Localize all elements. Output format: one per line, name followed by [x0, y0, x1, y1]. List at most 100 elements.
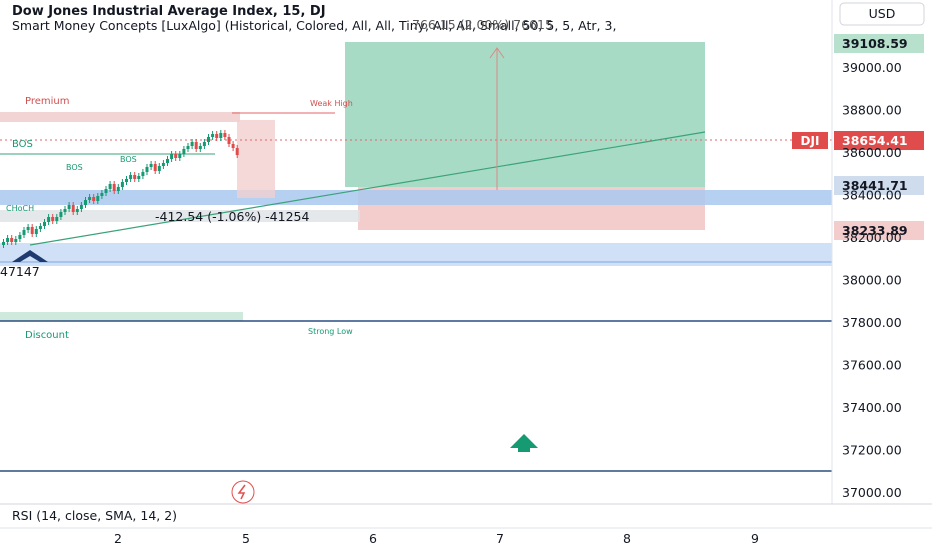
premium-label: Premium — [25, 96, 70, 107]
candle-body — [198, 146, 202, 149]
event-bolt — [237, 484, 246, 500]
price-label-bg — [834, 131, 924, 150]
choch-label: CHoCH — [6, 204, 34, 213]
candle-body — [51, 217, 55, 221]
bos-label: BOS — [120, 155, 137, 164]
candle-body — [207, 137, 210, 142]
measure-box — [237, 120, 275, 198]
discount-zone — [0, 312, 243, 321]
candle-body — [34, 229, 38, 234]
up-arrow-icon — [12, 250, 48, 262]
weak-high-label: Weak High — [310, 99, 353, 108]
candle-body — [67, 205, 71, 209]
candle-body — [43, 222, 46, 226]
candle-body — [116, 187, 120, 191]
up-arrow-icon — [510, 434, 538, 452]
candle-body — [178, 154, 182, 158]
candle-body — [88, 197, 92, 200]
price-label: 38441.71 — [842, 178, 908, 193]
time-tick-label: 5 — [242, 531, 250, 546]
candle-body — [215, 134, 219, 138]
price-tick-label: 37400.00 — [842, 400, 902, 415]
candle-body — [79, 205, 83, 209]
candle-body — [92, 197, 96, 201]
candle-body — [153, 164, 157, 171]
candle-body — [141, 172, 145, 176]
candle-body — [170, 154, 174, 159]
trend-line — [29, 131, 706, 246]
candle-body — [227, 137, 231, 144]
price-tick-label: 37600.00 — [842, 358, 902, 373]
candle-body — [55, 217, 59, 221]
candle-body — [84, 200, 87, 205]
candles — [2, 130, 239, 248]
price-tick-label: 38600.00 — [842, 145, 902, 160]
candle-body — [129, 175, 133, 179]
candle-body — [137, 176, 141, 179]
symbol-label: DJI — [801, 134, 820, 148]
price-label: 39108.59 — [842, 36, 908, 51]
candle-body — [112, 184, 116, 191]
candle-body — [100, 193, 104, 196]
premium-zone — [0, 112, 240, 122]
time-tick-label: 2 — [114, 531, 122, 546]
candle-body — [190, 142, 194, 146]
candle-body — [149, 164, 153, 167]
candle-body — [157, 166, 161, 171]
price-label: 38233.89 — [842, 223, 908, 238]
candle-body — [235, 148, 239, 155]
value-label: 47147 — [0, 264, 40, 279]
candle-body — [59, 212, 63, 217]
candle-body — [30, 227, 34, 234]
candle-body — [104, 189, 108, 193]
measure-label: -412.54 (-1.06%) -41254 — [155, 209, 309, 224]
candle-body — [18, 235, 22, 239]
candle-body — [108, 184, 112, 189]
price-tick-label: 37000.00 — [842, 485, 902, 500]
candle-body — [75, 209, 79, 212]
currency-button[interactable] — [839, 2, 925, 26]
candle-body — [47, 217, 51, 222]
strong-low-label: Strong Low — [308, 327, 353, 336]
measure-bg — [0, 210, 360, 222]
candle-body — [182, 149, 186, 154]
candle-body — [145, 167, 149, 172]
bos-label: BOS — [66, 163, 83, 172]
candle-body — [133, 175, 137, 179]
price-tick-label: 38200.00 — [842, 230, 902, 245]
symbol-label-bg — [792, 132, 828, 149]
candle-body — [63, 209, 67, 212]
candle-body — [202, 142, 206, 146]
candle-body — [14, 239, 18, 242]
bos-label: BOS — [12, 139, 33, 150]
candle-body — [194, 142, 198, 149]
price-label-bg — [834, 34, 924, 53]
candle-body — [10, 238, 14, 242]
candle-body — [223, 133, 227, 137]
indicator-label: Smart Money Concepts [LuxAlgo] (Historic… — [12, 18, 616, 33]
candle-body — [120, 182, 124, 187]
price-label: 38654.41 — [842, 133, 908, 148]
order-block — [0, 243, 832, 266]
candle-body — [161, 163, 165, 166]
price-label-bg — [834, 176, 924, 195]
rsi-pane — [0, 504, 932, 550]
price-tick-label: 39000.00 — [842, 60, 902, 75]
candle-body — [166, 159, 169, 163]
candle-body — [219, 133, 223, 138]
candle-body — [96, 196, 100, 201]
event-icon[interactable] — [231, 480, 255, 504]
candle-body — [38, 226, 42, 229]
time-tick-label: 9 — [751, 531, 759, 546]
price-label-bg — [834, 221, 924, 240]
candle-body — [6, 238, 10, 242]
price-tick-label: 37200.00 — [842, 443, 902, 458]
candle-body — [2, 242, 5, 245]
arrow-head — [489, 47, 505, 59]
currency: USD — [869, 6, 896, 21]
profit-box — [345, 42, 705, 187]
candle-body — [211, 134, 215, 137]
candle-body — [174, 154, 178, 158]
time-tick-label: 8 — [623, 531, 631, 546]
